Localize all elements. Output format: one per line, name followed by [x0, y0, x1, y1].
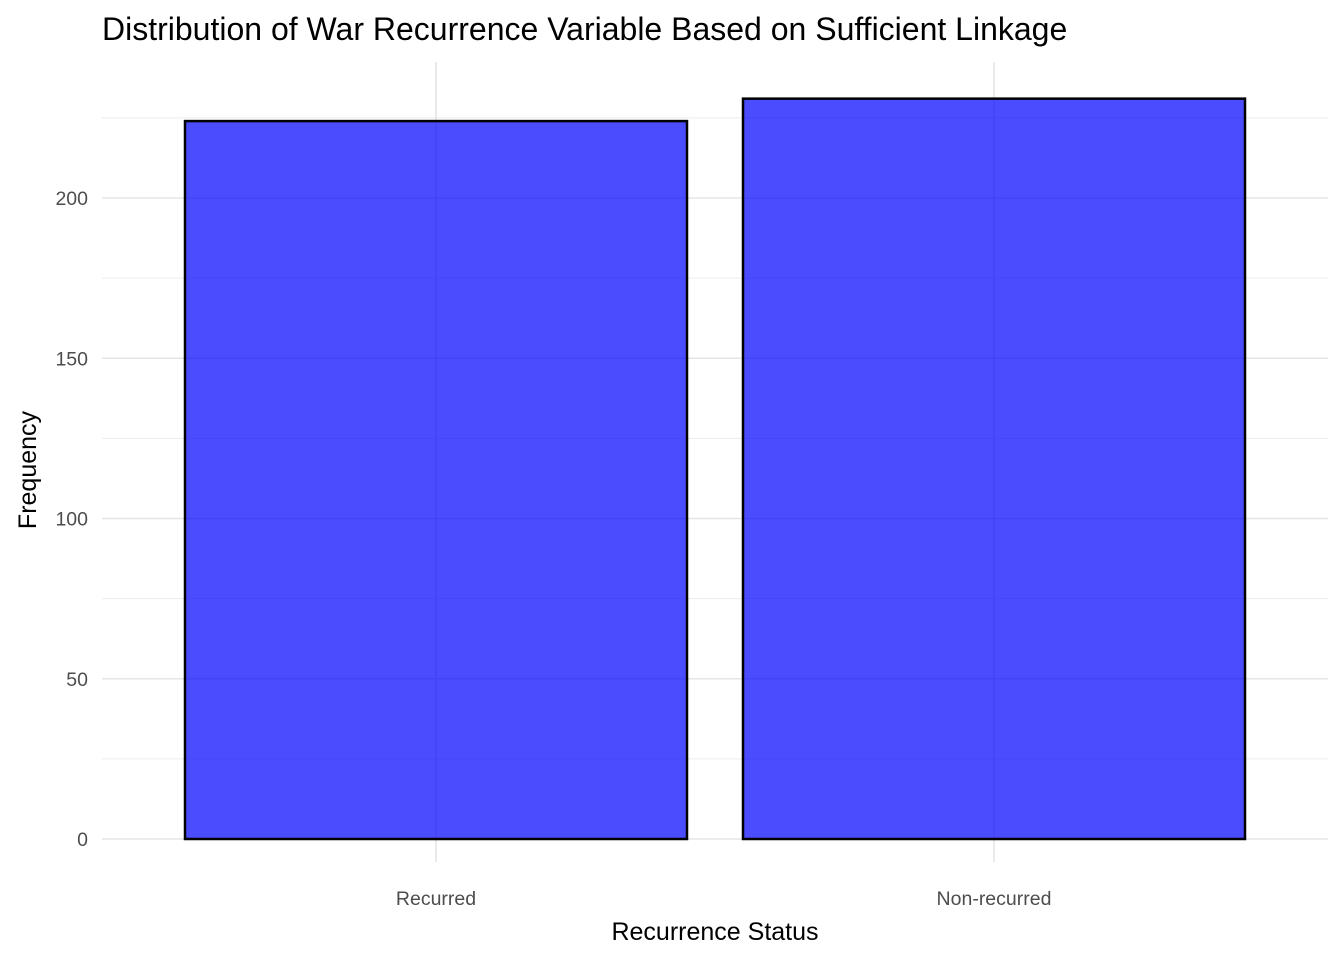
y-tick-label: 100: [55, 509, 88, 531]
x-tick-label: Non-recurred: [937, 888, 1052, 910]
x-tick-label: Recurred: [396, 888, 476, 910]
y-tick-label: 50: [66, 669, 88, 691]
tick-labels: 0 50 100 150 200 Recurred Non-recurred: [55, 188, 1051, 910]
y-tick-label: 0: [77, 829, 88, 851]
y-tick-label: 150: [55, 348, 88, 370]
chart-title: Distribution of War Recurrence Variable …: [102, 11, 1067, 47]
bar-recurred: [183, 119, 689, 841]
bars: [183, 97, 1247, 841]
x-axis-title: Recurrence Status: [611, 918, 818, 946]
bar-non-recurred: [741, 97, 1247, 841]
y-tick-label: 200: [55, 188, 88, 210]
y-axis-title: Frequency: [14, 410, 42, 529]
